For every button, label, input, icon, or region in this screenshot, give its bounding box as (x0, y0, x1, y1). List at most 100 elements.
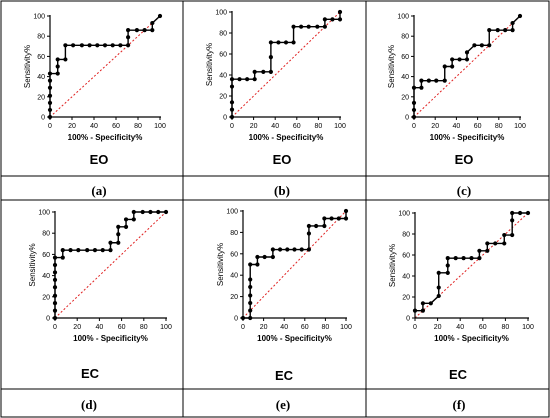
roc-point-d (52, 255, 58, 260)
roc-point-b (245, 77, 250, 82)
y-tick-label-a: 20 (37, 94, 45, 101)
y-tick-label-e: 80 (230, 230, 238, 237)
roc-chart-e: 0 20 40 60 80 100 0 20 40 60 80 100 100% - Specifici… (216, 209, 352, 344)
y-tick-label-a: 40 (37, 74, 45, 81)
y-tick-label-d: 100 (38, 210, 50, 217)
roc-point-c (411, 114, 417, 120)
roc-point-b (315, 24, 320, 29)
roc-point-e (255, 254, 260, 260)
y-tick-label-b: 60 (219, 52, 227, 59)
roc-point-c (450, 57, 455, 62)
roc-chart-a: 0 20 40 60 80 100 0 20 40 60 80 100 100% - Specifici… (23, 14, 166, 143)
roc-point-c (411, 85, 417, 90)
roc-point-f (517, 210, 523, 216)
x-tick-label-c: 100 (514, 123, 526, 130)
roc-point-f (510, 210, 515, 216)
roc-point-d (60, 248, 65, 253)
roc-point-b (229, 77, 235, 82)
roc-point-a (157, 13, 163, 19)
roc-point-f (502, 241, 507, 246)
roc-point-f (445, 263, 450, 268)
y-tick-label-c: 0 (405, 115, 409, 122)
y-tick-label-c: 80 (401, 34, 409, 41)
x-tick-label-d: 0 (53, 324, 57, 331)
roc-point-d (116, 240, 121, 245)
roc-point-f (445, 270, 450, 275)
panel-letter-e: (e) (275, 397, 291, 412)
roc-point-d (60, 255, 65, 260)
roc-point-e (322, 223, 327, 229)
roc-point-f (436, 293, 441, 299)
panel-letter-c: (c) (456, 183, 472, 198)
roc-point-e (306, 247, 312, 252)
panel-letter-d: (d) (81, 397, 97, 412)
roc-point-c (503, 28, 508, 33)
roc-point-a (63, 43, 68, 48)
x-tick-label-d: 60 (118, 324, 126, 331)
roc-point-d (100, 248, 105, 253)
roc-point-e (285, 247, 290, 252)
roc-point-e (248, 262, 253, 267)
roc-point-b (337, 17, 343, 22)
roc-point-d (68, 248, 73, 253)
roc-point-d (52, 262, 58, 268)
roc-point-e (248, 300, 253, 306)
roc-point-f (493, 241, 498, 246)
x-axis-title-f: 100% - Specificity% (434, 334, 509, 343)
x-tick-label-a: 40 (90, 123, 98, 130)
roc-point-d (108, 240, 113, 245)
roc-point-e (270, 254, 275, 260)
roc-point-c (479, 43, 484, 48)
y-axis-title-b: Sensitivity% (205, 43, 214, 86)
y-tick-label-f: 60 (402, 253, 410, 260)
roc-point-d (123, 217, 129, 222)
roc-point-a (47, 100, 53, 105)
y-tick-label-b: 40 (219, 73, 227, 80)
roc-point-b (268, 40, 273, 45)
y-tick-label-f: 0 (406, 316, 410, 323)
roc-point-c (450, 64, 455, 69)
roc-point-c (419, 78, 424, 83)
x-tick-label-b: 80 (315, 123, 323, 130)
roc-point-e (299, 247, 304, 252)
roc-point-b (229, 100, 235, 105)
roc-point-e (248, 277, 253, 282)
y-tick-label-d: 0 (46, 316, 50, 323)
roc-point-a (102, 43, 108, 48)
y-tick-label-f: 100 (398, 211, 410, 218)
x-tick-label-a: 0 (48, 123, 52, 130)
roc-point-b (261, 69, 266, 74)
y-tick-label-f: 80 (402, 232, 410, 239)
y-tick-label-c: 60 (401, 54, 409, 61)
x-axis-title-c: 100% - Specificity% (430, 133, 505, 142)
x-tick-label-b: 0 (230, 123, 234, 130)
x-tick-label-a: 100 (154, 123, 166, 130)
roc-point-c (442, 78, 447, 83)
x-tick-label-e: 100 (340, 324, 352, 331)
roc-point-a (79, 43, 84, 48)
x-tick-label-e: 0 (241, 324, 245, 331)
y-tick-label-e: 0 (234, 316, 238, 323)
y-tick-label-a: 60 (37, 54, 45, 61)
x-tick-label-f: 0 (413, 324, 417, 331)
roc-point-b (299, 24, 304, 29)
panel-letter-f: (f) (452, 397, 466, 412)
x-axis-title-a: 100% - Specificity% (68, 133, 143, 142)
roc-point-e (248, 293, 253, 298)
roc-point-b (237, 77, 242, 82)
roc-point-e (270, 247, 275, 252)
roc-point-a (63, 57, 68, 62)
roc-point-e (343, 208, 349, 214)
roc-point-b (291, 24, 296, 29)
roc-point-b (306, 24, 311, 29)
roc-point-c (464, 50, 470, 55)
x-tick-label-d: 20 (73, 324, 81, 331)
roc-point-a (126, 35, 131, 40)
y-tick-label-a: 100 (33, 14, 45, 21)
panel-letter-a: (a) (91, 183, 107, 198)
roc-point-d (52, 315, 58, 321)
x-tick-label-b: 100 (334, 123, 346, 130)
roc-point-c (464, 57, 470, 62)
roc-point-f (477, 248, 482, 253)
